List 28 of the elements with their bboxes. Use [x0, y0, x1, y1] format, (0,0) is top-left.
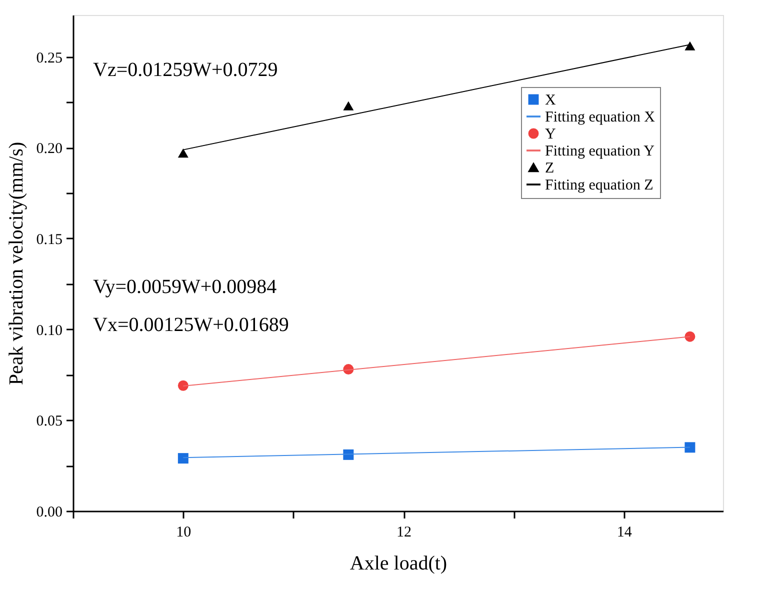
y-tick-label: 0.15 [36, 232, 62, 248]
x-axis-title: Axle load(t) [350, 552, 448, 574]
legend-label: Fitting equation X [545, 110, 656, 126]
y-tick-label: 0.25 [36, 50, 62, 66]
y-tick-label: 0.10 [36, 322, 62, 339]
point [178, 453, 188, 464]
legend-label: X [545, 92, 556, 108]
point [684, 41, 696, 50]
y-axis-title: Peak vibration velocity(mm/s) [5, 142, 28, 386]
legend-label: Fitting equation Z [545, 178, 654, 194]
x-tick-label: 10 [176, 524, 192, 540]
legend-label: Z [545, 160, 554, 176]
point [178, 148, 188, 158]
legend-label: Y [545, 126, 556, 142]
y-tick-label: 0.05 [36, 414, 62, 430]
legend-label: Fitting equation Y [545, 144, 655, 160]
point [178, 380, 188, 391]
x-tick-label: 12 [396, 524, 412, 540]
y-tick-label: 0.20 [36, 141, 62, 158]
annotation: Vz=0.01259W+0.0729 [93, 59, 278, 81]
annotation: Vy=0.0059W+0.00984 [93, 276, 277, 298]
y-tick-label: 0.00 [36, 504, 62, 520]
point [343, 449, 354, 460]
x-tick-label: 14 [616, 524, 632, 540]
annotation: Vx=0.00125W+0.01689 [93, 314, 289, 336]
point [684, 331, 696, 342]
point [684, 442, 696, 453]
point [343, 101, 354, 110]
